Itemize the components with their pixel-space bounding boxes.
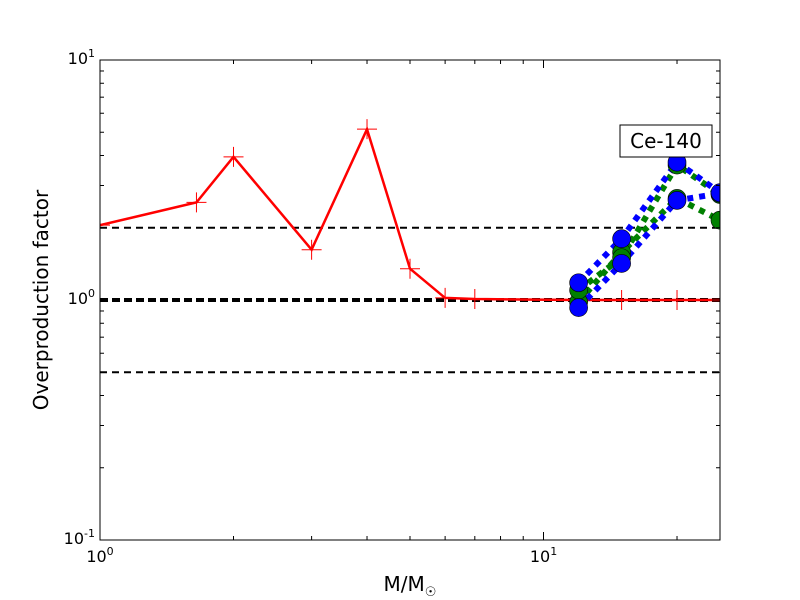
series-line-4 bbox=[576, 158, 720, 285]
data-point-0-10 bbox=[667, 290, 688, 310]
data-point-3-1 bbox=[612, 254, 631, 273]
annotation-box: Ce-140 bbox=[619, 124, 713, 158]
x-axis-label-main: M/M bbox=[384, 572, 425, 596]
x-axis-label: M/M☉ bbox=[384, 572, 437, 600]
y-tick-label: 101 bbox=[68, 47, 95, 68]
data-point-4-0 bbox=[569, 273, 588, 293]
data-point-4-3 bbox=[710, 183, 720, 202]
series-line-2 bbox=[576, 160, 720, 293]
y-tick-label: 10-1 bbox=[64, 527, 95, 548]
data-point-0-3 bbox=[301, 239, 322, 260]
tick-layer bbox=[99, 59, 720, 541]
annotation-label: Ce-140 bbox=[630, 129, 702, 153]
data-point-0-0 bbox=[100, 215, 110, 236]
x-tick-label: 100 bbox=[86, 545, 113, 566]
data-point-4-1 bbox=[612, 229, 631, 249]
annotation-frame bbox=[619, 124, 713, 158]
y-tick-label: 100 bbox=[68, 287, 95, 308]
data-point-3-2 bbox=[667, 191, 687, 210]
data-point-0-5 bbox=[400, 258, 420, 279]
data-point-0-1 bbox=[186, 192, 207, 213]
data-point-0-2 bbox=[223, 146, 244, 167]
data-point-0-6 bbox=[435, 287, 456, 308]
data-point-0-4 bbox=[357, 119, 378, 140]
data-point-3-0 bbox=[569, 298, 588, 317]
data-point-1-3 bbox=[710, 210, 720, 230]
x-tick-label: 101 bbox=[530, 545, 557, 566]
y-axis-label: Overproduction factor bbox=[29, 189, 53, 410]
marker-layer bbox=[100, 119, 720, 317]
data-point-0-9 bbox=[611, 290, 632, 310]
x-axis-label-sub: ☉ bbox=[425, 585, 437, 600]
data-point-0-7 bbox=[464, 288, 485, 309]
